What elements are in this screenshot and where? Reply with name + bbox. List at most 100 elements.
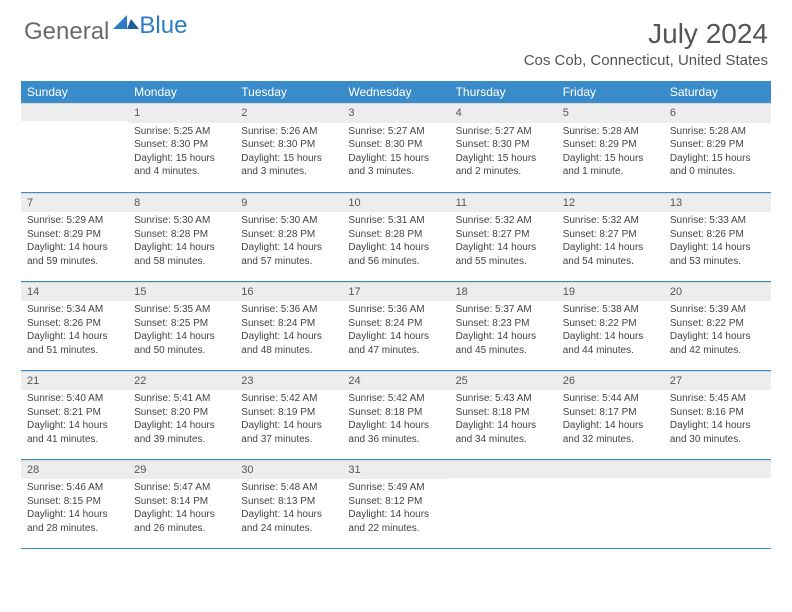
title-block: July 2024 Cos Cob, Connecticut, United S… — [524, 18, 768, 69]
brand-part1: General — [24, 18, 109, 46]
day-cell: 27Sunrise: 5:45 AMSunset: 8:16 PMDayligh… — [664, 370, 771, 459]
daylight-line: Daylight: 14 hours and 50 minutes. — [134, 330, 229, 357]
daylight-line: Daylight: 14 hours and 57 minutes. — [241, 241, 336, 268]
sunrise-line: Sunrise: 5:32 AM — [563, 214, 658, 228]
sunrise-line: Sunrise: 5:28 AM — [670, 125, 765, 139]
day-cell: 30Sunrise: 5:48 AMSunset: 8:13 PMDayligh… — [235, 459, 342, 548]
sunrise-line: Sunrise: 5:34 AM — [27, 303, 122, 317]
sunset-line: Sunset: 8:29 PM — [27, 228, 122, 242]
sunrise-line: Sunrise: 5:28 AM — [563, 125, 658, 139]
day-number: 28 — [21, 460, 128, 480]
sunrise-line: Sunrise: 5:27 AM — [456, 125, 551, 139]
sunrise-line: Sunrise: 5:44 AM — [563, 392, 658, 406]
day-body: Sunrise: 5:34 AMSunset: 8:26 PMDaylight:… — [21, 301, 128, 361]
sunset-line: Sunset: 8:26 PM — [670, 228, 765, 242]
sunrise-line: Sunrise: 5:43 AM — [456, 392, 551, 406]
sunrise-line: Sunrise: 5:30 AM — [134, 214, 229, 228]
sunset-line: Sunset: 8:29 PM — [670, 138, 765, 152]
day-body: Sunrise: 5:43 AMSunset: 8:18 PMDaylight:… — [450, 390, 557, 450]
weekday-header: Tuesday — [235, 81, 342, 103]
day-cell: 3Sunrise: 5:27 AMSunset: 8:30 PMDaylight… — [342, 103, 449, 192]
day-number: 4 — [450, 103, 557, 123]
day-body: Sunrise: 5:28 AMSunset: 8:29 PMDaylight:… — [557, 123, 664, 183]
empty-bar — [450, 460, 557, 478]
sunset-line: Sunset: 8:12 PM — [348, 495, 443, 509]
day-number: 23 — [235, 371, 342, 391]
sunset-line: Sunset: 8:22 PM — [670, 317, 765, 331]
sunset-line: Sunset: 8:27 PM — [563, 228, 658, 242]
day-cell: 11Sunrise: 5:32 AMSunset: 8:27 PMDayligh… — [450, 192, 557, 281]
empty-cell — [557, 459, 664, 548]
day-body: Sunrise: 5:27 AMSunset: 8:30 PMDaylight:… — [342, 123, 449, 183]
day-cell: 2Sunrise: 5:26 AMSunset: 8:30 PMDaylight… — [235, 103, 342, 192]
day-cell: 15Sunrise: 5:35 AMSunset: 8:25 PMDayligh… — [128, 281, 235, 370]
weekday-header: Saturday — [664, 81, 771, 103]
location-line: Cos Cob, Connecticut, United States — [524, 52, 768, 69]
calendar-head: SundayMondayTuesdayWednesdayThursdayFrid… — [21, 81, 771, 103]
day-body: Sunrise: 5:44 AMSunset: 8:17 PMDaylight:… — [557, 390, 664, 450]
day-number: 6 — [664, 103, 771, 123]
sunset-line: Sunset: 8:16 PM — [670, 406, 765, 420]
sunrise-line: Sunrise: 5:48 AM — [241, 481, 336, 495]
sunrise-line: Sunrise: 5:31 AM — [348, 214, 443, 228]
daylight-line: Daylight: 14 hours and 36 minutes. — [348, 419, 443, 446]
calendar-row: 14Sunrise: 5:34 AMSunset: 8:26 PMDayligh… — [21, 281, 771, 370]
day-body: Sunrise: 5:48 AMSunset: 8:13 PMDaylight:… — [235, 479, 342, 539]
daylight-line: Daylight: 15 hours and 0 minutes. — [670, 152, 765, 179]
day-number: 5 — [557, 103, 664, 123]
day-body: Sunrise: 5:28 AMSunset: 8:29 PMDaylight:… — [664, 123, 771, 183]
day-cell: 16Sunrise: 5:36 AMSunset: 8:24 PMDayligh… — [235, 281, 342, 370]
day-number: 21 — [21, 371, 128, 391]
sunrise-line: Sunrise: 5:35 AM — [134, 303, 229, 317]
sunset-line: Sunset: 8:19 PM — [241, 406, 336, 420]
sunrise-line: Sunrise: 5:25 AM — [134, 125, 229, 139]
sunset-line: Sunset: 8:26 PM — [27, 317, 122, 331]
day-cell: 23Sunrise: 5:42 AMSunset: 8:19 PMDayligh… — [235, 370, 342, 459]
calendar-body: 1Sunrise: 5:25 AMSunset: 8:30 PMDaylight… — [21, 103, 771, 548]
day-cell: 7Sunrise: 5:29 AMSunset: 8:29 PMDaylight… — [21, 192, 128, 281]
day-body: Sunrise: 5:39 AMSunset: 8:22 PMDaylight:… — [664, 301, 771, 361]
sunset-line: Sunset: 8:15 PM — [27, 495, 122, 509]
day-cell: 21Sunrise: 5:40 AMSunset: 8:21 PMDayligh… — [21, 370, 128, 459]
brand-logo: General Blue — [24, 18, 187, 46]
day-number: 8 — [128, 193, 235, 213]
day-body: Sunrise: 5:40 AMSunset: 8:21 PMDaylight:… — [21, 390, 128, 450]
sunrise-line: Sunrise: 5:26 AM — [241, 125, 336, 139]
sunset-line: Sunset: 8:18 PM — [456, 406, 551, 420]
day-number: 17 — [342, 282, 449, 302]
sunset-line: Sunset: 8:22 PM — [563, 317, 658, 331]
day-body: Sunrise: 5:47 AMSunset: 8:14 PMDaylight:… — [128, 479, 235, 539]
day-body: Sunrise: 5:30 AMSunset: 8:28 PMDaylight:… — [235, 212, 342, 272]
sunrise-line: Sunrise: 5:32 AM — [456, 214, 551, 228]
calendar-row: 1Sunrise: 5:25 AMSunset: 8:30 PMDaylight… — [21, 103, 771, 192]
daylight-line: Daylight: 14 hours and 56 minutes. — [348, 241, 443, 268]
daylight-line: Daylight: 14 hours and 58 minutes. — [134, 241, 229, 268]
sunrise-line: Sunrise: 5:33 AM — [670, 214, 765, 228]
day-cell: 14Sunrise: 5:34 AMSunset: 8:26 PMDayligh… — [21, 281, 128, 370]
daylight-line: Daylight: 14 hours and 47 minutes. — [348, 330, 443, 357]
day-number: 27 — [664, 371, 771, 391]
sunrise-line: Sunrise: 5:38 AM — [563, 303, 658, 317]
sunset-line: Sunset: 8:17 PM — [563, 406, 658, 420]
day-number: 22 — [128, 371, 235, 391]
sunset-line: Sunset: 8:25 PM — [134, 317, 229, 331]
daylight-line: Daylight: 14 hours and 32 minutes. — [563, 419, 658, 446]
empty-cell — [450, 459, 557, 548]
day-number: 15 — [128, 282, 235, 302]
brand-part2: Blue — [139, 12, 187, 40]
empty-bar — [21, 103, 128, 121]
sunrise-line: Sunrise: 5:47 AM — [134, 481, 229, 495]
sunrise-line: Sunrise: 5:37 AM — [456, 303, 551, 317]
daylight-line: Daylight: 14 hours and 39 minutes. — [134, 419, 229, 446]
empty-bar — [664, 460, 771, 478]
day-cell: 19Sunrise: 5:38 AMSunset: 8:22 PMDayligh… — [557, 281, 664, 370]
sunset-line: Sunset: 8:29 PM — [563, 138, 658, 152]
daylight-line: Daylight: 14 hours and 34 minutes. — [456, 419, 551, 446]
sunrise-line: Sunrise: 5:27 AM — [348, 125, 443, 139]
calendar-table: SundayMondayTuesdayWednesdayThursdayFrid… — [21, 81, 771, 549]
day-cell: 1Sunrise: 5:25 AMSunset: 8:30 PMDaylight… — [128, 103, 235, 192]
brand-mark-icon — [113, 8, 139, 36]
daylight-line: Daylight: 14 hours and 53 minutes. — [670, 241, 765, 268]
day-cell: 4Sunrise: 5:27 AMSunset: 8:30 PMDaylight… — [450, 103, 557, 192]
weekday-header: Thursday — [450, 81, 557, 103]
